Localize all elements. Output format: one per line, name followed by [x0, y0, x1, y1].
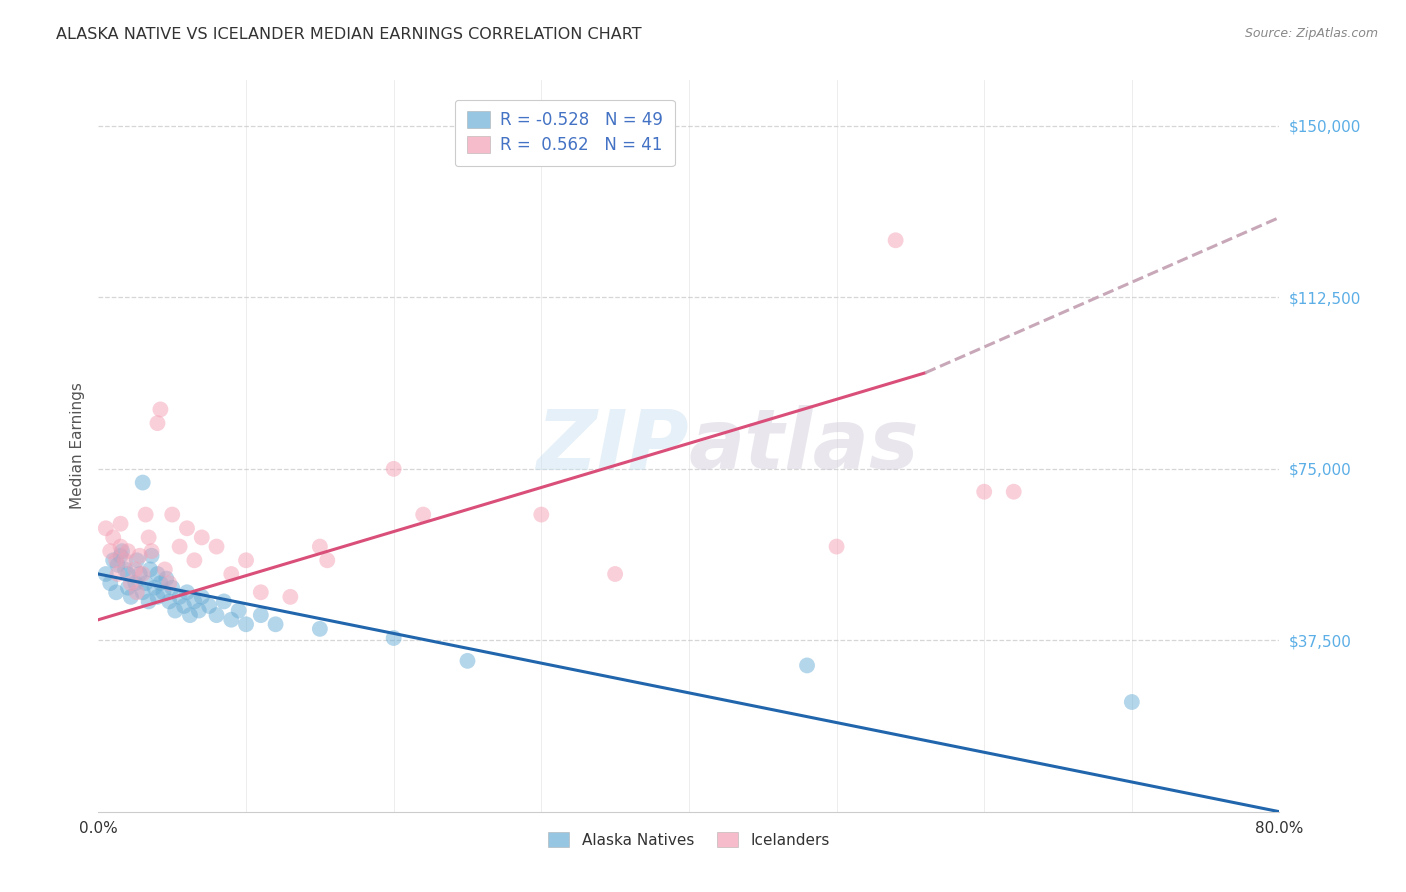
Point: [250, 608, 273, 623]
Point: [280, 590, 302, 604]
Point: [120, 576, 142, 591]
Point: [105, 553, 128, 567]
Point: [412, 508, 434, 522]
Point: [149, 402, 172, 417]
Point: [94, 521, 117, 535]
Point: [125, 585, 148, 599]
Point: [169, 540, 191, 554]
Point: [138, 594, 160, 608]
Point: [235, 553, 257, 567]
Point: [1121, 695, 1143, 709]
Point: [309, 622, 332, 636]
Point: [110, 516, 132, 531]
Legend: Alaska Natives, Icelanders: Alaska Natives, Icelanders: [540, 824, 838, 855]
Point: [111, 544, 134, 558]
Point: [605, 567, 627, 582]
Text: ALASKA NATIVE VS ICELANDER MEDIAN EARNINGS CORRELATION CHART: ALASKA NATIVE VS ICELANDER MEDIAN EARNIN…: [56, 27, 643, 42]
Point: [152, 585, 174, 599]
Point: [176, 521, 198, 535]
Point: [221, 567, 243, 582]
Point: [149, 576, 172, 591]
Point: [198, 599, 221, 613]
Point: [191, 530, 214, 544]
Point: [162, 508, 183, 522]
Point: [141, 544, 163, 558]
Point: [264, 617, 287, 632]
Point: [124, 562, 146, 576]
Point: [191, 590, 214, 604]
Point: [103, 530, 125, 544]
Point: [98, 576, 121, 591]
Point: [205, 540, 228, 554]
Point: [98, 544, 121, 558]
Point: [157, 576, 180, 591]
Point: [114, 553, 136, 567]
Point: [165, 603, 187, 617]
Point: [183, 553, 205, 567]
Point: [128, 567, 150, 582]
Point: [212, 594, 235, 608]
Point: [114, 562, 136, 576]
Point: [125, 553, 148, 567]
Y-axis label: Median Earnings: Median Earnings: [69, 383, 84, 509]
Point: [117, 567, 139, 582]
Point: [135, 508, 157, 522]
Point: [796, 658, 818, 673]
Point: [132, 585, 155, 599]
Point: [110, 549, 132, 563]
Point: [117, 544, 139, 558]
Point: [457, 654, 479, 668]
Point: [316, 553, 339, 567]
Point: [146, 567, 169, 582]
Point: [138, 530, 160, 544]
Point: [153, 562, 176, 576]
Point: [146, 590, 169, 604]
Point: [884, 233, 907, 247]
Point: [105, 585, 128, 599]
Point: [135, 576, 157, 591]
Point: [825, 540, 848, 554]
Point: [250, 585, 273, 599]
Point: [169, 590, 191, 604]
Point: [309, 540, 332, 554]
Point: [132, 567, 155, 582]
Point: [110, 540, 132, 554]
Point: [173, 599, 195, 613]
Point: [143, 581, 166, 595]
Point: [382, 462, 405, 476]
Point: [146, 416, 169, 430]
Point: [221, 613, 243, 627]
Point: [128, 549, 150, 563]
Point: [205, 608, 228, 623]
Point: [94, 567, 117, 582]
Point: [973, 484, 995, 499]
Point: [162, 581, 183, 595]
Point: [117, 581, 139, 595]
Point: [107, 567, 129, 582]
Point: [176, 585, 198, 599]
Point: [1002, 484, 1025, 499]
Point: [103, 553, 125, 567]
Point: [382, 631, 405, 645]
Point: [157, 594, 180, 608]
Text: ZIP: ZIP: [536, 406, 689, 486]
Point: [124, 576, 146, 591]
Point: [132, 475, 155, 490]
Point: [141, 549, 163, 563]
Point: [530, 508, 553, 522]
Point: [179, 608, 201, 623]
Point: [139, 562, 162, 576]
Point: [187, 603, 209, 617]
Point: [107, 558, 129, 572]
Point: [155, 572, 177, 586]
Text: Source: ZipAtlas.com: Source: ZipAtlas.com: [1244, 27, 1378, 40]
Point: [235, 617, 257, 632]
Point: [228, 603, 250, 617]
Point: [183, 594, 205, 608]
Point: [120, 590, 142, 604]
Text: atlas: atlas: [689, 406, 920, 486]
